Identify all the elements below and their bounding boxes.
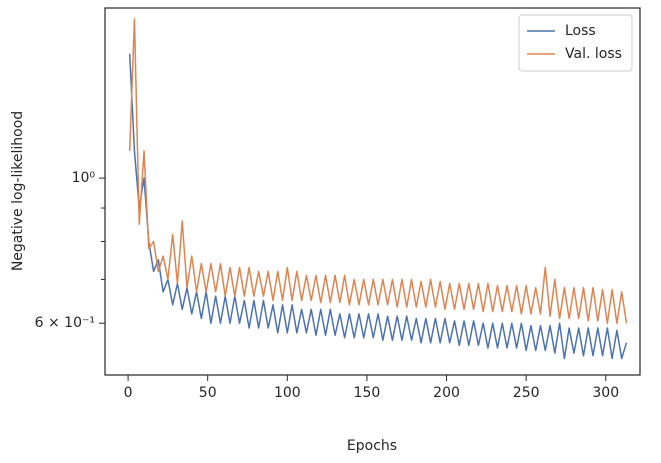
x-tick-label: 300 [592, 385, 619, 401]
x-tick-label: 250 [513, 385, 540, 401]
x-tick-label: 0 [124, 385, 133, 401]
series-line [128, 53, 628, 360]
legend-box [518, 14, 633, 72]
x-tick-label: 200 [433, 385, 460, 401]
x-tick-label: 100 [274, 385, 301, 401]
y-axis-label: Negative log-likelihood [10, 111, 26, 271]
series-line [128, 18, 628, 324]
legend-label: Loss [565, 23, 596, 39]
x-axis-label: Epochs [347, 438, 397, 454]
y-tick-label: 6 × 10⁻¹ [35, 315, 95, 331]
plot-frame [104, 7, 641, 376]
legend-label: Val. loss [565, 46, 622, 62]
x-tick-label: 150 [354, 385, 381, 401]
x-tick-label: 50 [199, 385, 217, 401]
y-tick-label: 10⁰ [72, 170, 96, 186]
